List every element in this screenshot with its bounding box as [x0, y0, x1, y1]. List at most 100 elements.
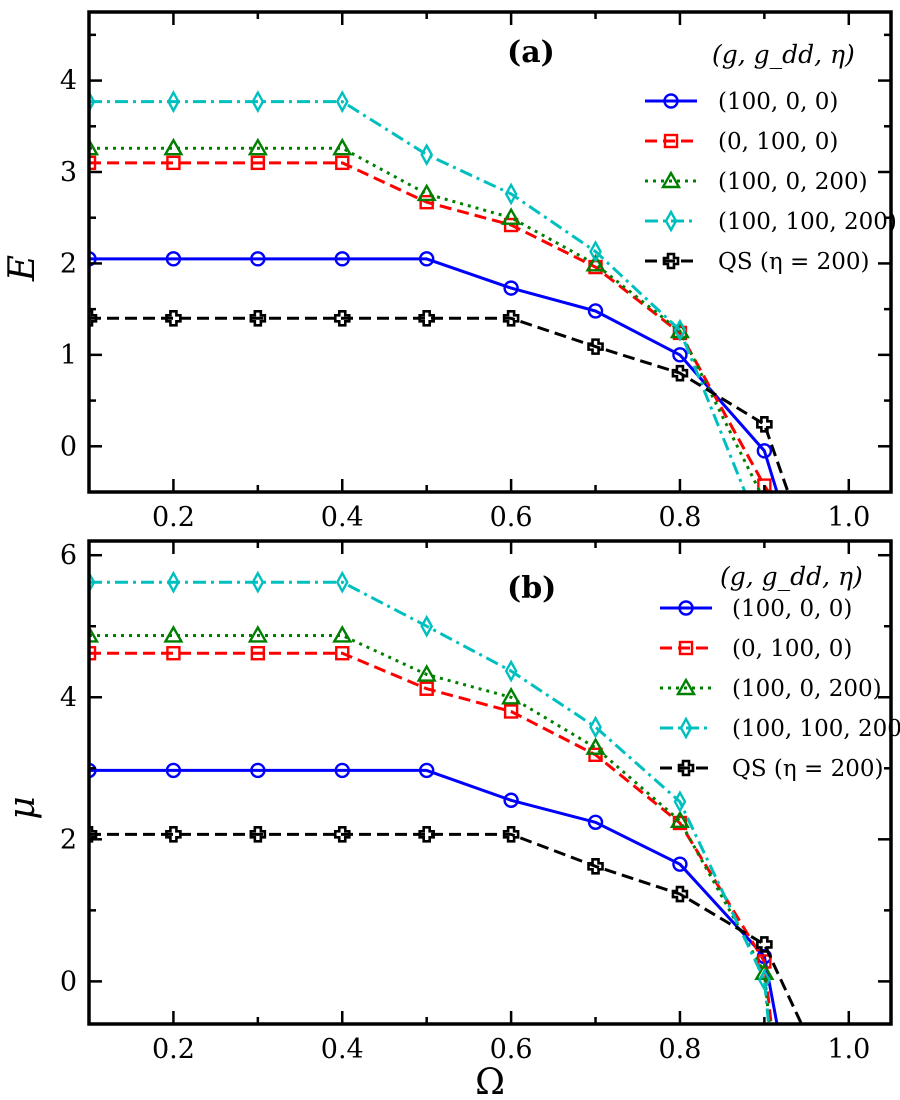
data-point-s0-p4: [418, 251, 435, 267]
data-point-s3-p3: [335, 90, 349, 114]
data-point-s3-p4: [420, 614, 434, 638]
data-point-s0-p6: [587, 303, 604, 319]
data-point-s4-p2: [249, 309, 267, 327]
data-point-s0-p1: [165, 251, 182, 267]
data-point-s0-p3: [334, 762, 350, 779]
legend-marker-4: [677, 759, 695, 777]
data-point-s3-p8: [757, 968, 771, 992]
series-line-1: [89, 161, 770, 492]
data-point-s1-p2: [250, 155, 266, 171]
legend-marker-2: [675, 677, 697, 696]
series-line-4: [89, 316, 790, 492]
axes-frame: [87, 539, 893, 1026]
x-tick-label: 1.0: [827, 502, 870, 533]
data-point-s4-p1: [165, 826, 182, 843]
x-tick-label: 0.8: [658, 1034, 701, 1065]
data-point-s4-p7: [671, 364, 689, 382]
series-line-2: [89, 146, 762, 492]
data-point-s1-p5: [503, 704, 519, 719]
series-line-3: [89, 100, 747, 492]
series-group: [89, 570, 803, 1024]
data-point-s4-p4: [418, 826, 435, 843]
data-point-s3-p1: [167, 570, 180, 594]
data-point-s2-p4: [416, 664, 437, 682]
data-point-s0-p5: [503, 280, 519, 296]
x-tick-label: 0.8: [658, 502, 701, 533]
data-point-s1-p2: [250, 646, 266, 661]
y-tick-label: 2: [60, 824, 77, 855]
data-point-s0-p5: [503, 792, 519, 808]
legend-marker-0: [663, 93, 679, 109]
data-point-s4-p4: [418, 309, 435, 327]
legend-marker-3: [679, 716, 693, 740]
data-point-s3-p7: [673, 790, 687, 814]
data-point-s3-p3: [335, 570, 349, 594]
data-point-s4-p7: [671, 885, 689, 903]
x-tick-label: 0.6: [490, 1034, 533, 1065]
data-point-s0-p4: [418, 762, 435, 779]
panel-b: 0.2 0.4 0.6 0.8 1.0 0 2 4 6 μ Ω (b) (g, g_dd, η) (100…: [2, 539, 900, 1100]
series-line-0: [89, 768, 779, 1024]
legend-marker-1: [678, 640, 694, 656]
series-line-0: [89, 257, 779, 492]
data-point-s1-p3: [335, 155, 350, 171]
data-point-s4-p8: [756, 936, 773, 953]
data-point-s0-p6: [587, 814, 604, 830]
y-axis-label: E: [2, 255, 43, 282]
data-point-s4-p0: [89, 826, 98, 843]
legend: (g, g_dd, η) (100, 0, 0) (0, 100, 0) (100, …: [645, 40, 897, 275]
legend-entry-2: (100, 0, 200): [732, 676, 882, 702]
data-point-s4-p6: [587, 858, 604, 875]
legend-entry-2: (100, 0, 200): [718, 169, 868, 195]
data-point-s3-p5: [504, 182, 518, 206]
data-point-s0-p0: [89, 251, 97, 267]
y-tick-label: 4: [60, 682, 77, 713]
legend-entry-1: (0, 100, 0): [718, 129, 838, 155]
data-point-s2-p3: [332, 137, 353, 156]
y-tick-label: 0: [60, 966, 77, 997]
x-tick-label: 0.6: [490, 502, 533, 533]
y-tick-label: 0: [60, 431, 77, 462]
y-tick-label: 1: [60, 340, 77, 371]
data-point-s2-p5: [501, 207, 522, 225]
legend-marker-2: [660, 170, 682, 189]
legend-marker-0: [678, 600, 694, 616]
data-point-s4-p6: [587, 338, 604, 355]
data-point-s2-p5: [501, 686, 522, 705]
legend-title: (g, g_dd, η): [712, 40, 855, 69]
legend-marker-3: [664, 209, 678, 233]
data-point-s2-p8: [754, 962, 775, 981]
data-point-s1-p5: [503, 217, 519, 233]
legend-entry-3: (100, 100, 200): [718, 209, 897, 235]
data-point-s2-p1: [163, 625, 184, 643]
y-axis-label: μ: [2, 796, 43, 819]
series-line-1: [89, 651, 773, 1024]
x-tick-label: 0.4: [321, 1034, 364, 1065]
legend-entry-0: (100, 0, 0): [718, 89, 838, 115]
data-point-s3-p4: [420, 143, 434, 167]
x-tick-label: 1.0: [827, 1034, 870, 1065]
data-point-s1-p3: [335, 646, 350, 661]
data-point-s4-p5: [502, 309, 520, 327]
data-point-s0-p2: [250, 251, 266, 267]
legend-entry-4: QS (η = 200): [718, 249, 869, 275]
axes-frame: [87, 10, 893, 494]
data-point-s2-p6: [585, 737, 606, 755]
y-tick-label: 6: [60, 540, 77, 571]
y-tick-label: 2: [60, 248, 77, 279]
series-line-2: [89, 634, 771, 1024]
data-point-s2-p6: [585, 253, 606, 272]
data-point-s2-p2: [247, 625, 268, 643]
data-point-s2-p1: [163, 137, 184, 156]
data-point-s4-p5: [502, 826, 520, 843]
data-point-s2-p7: [669, 810, 691, 829]
data-point-s1-p1: [166, 646, 181, 661]
legend-title: (g, g_dd, η): [720, 562, 863, 591]
data-point-s1-p1: [166, 155, 181, 171]
data-point-s3-p0: [89, 570, 96, 594]
series-line-3: [89, 580, 771, 1024]
data-point-s1-p8: [757, 954, 772, 969]
data-point-s0-p8: [756, 443, 773, 459]
data-point-s0-p7: [672, 347, 688, 363]
